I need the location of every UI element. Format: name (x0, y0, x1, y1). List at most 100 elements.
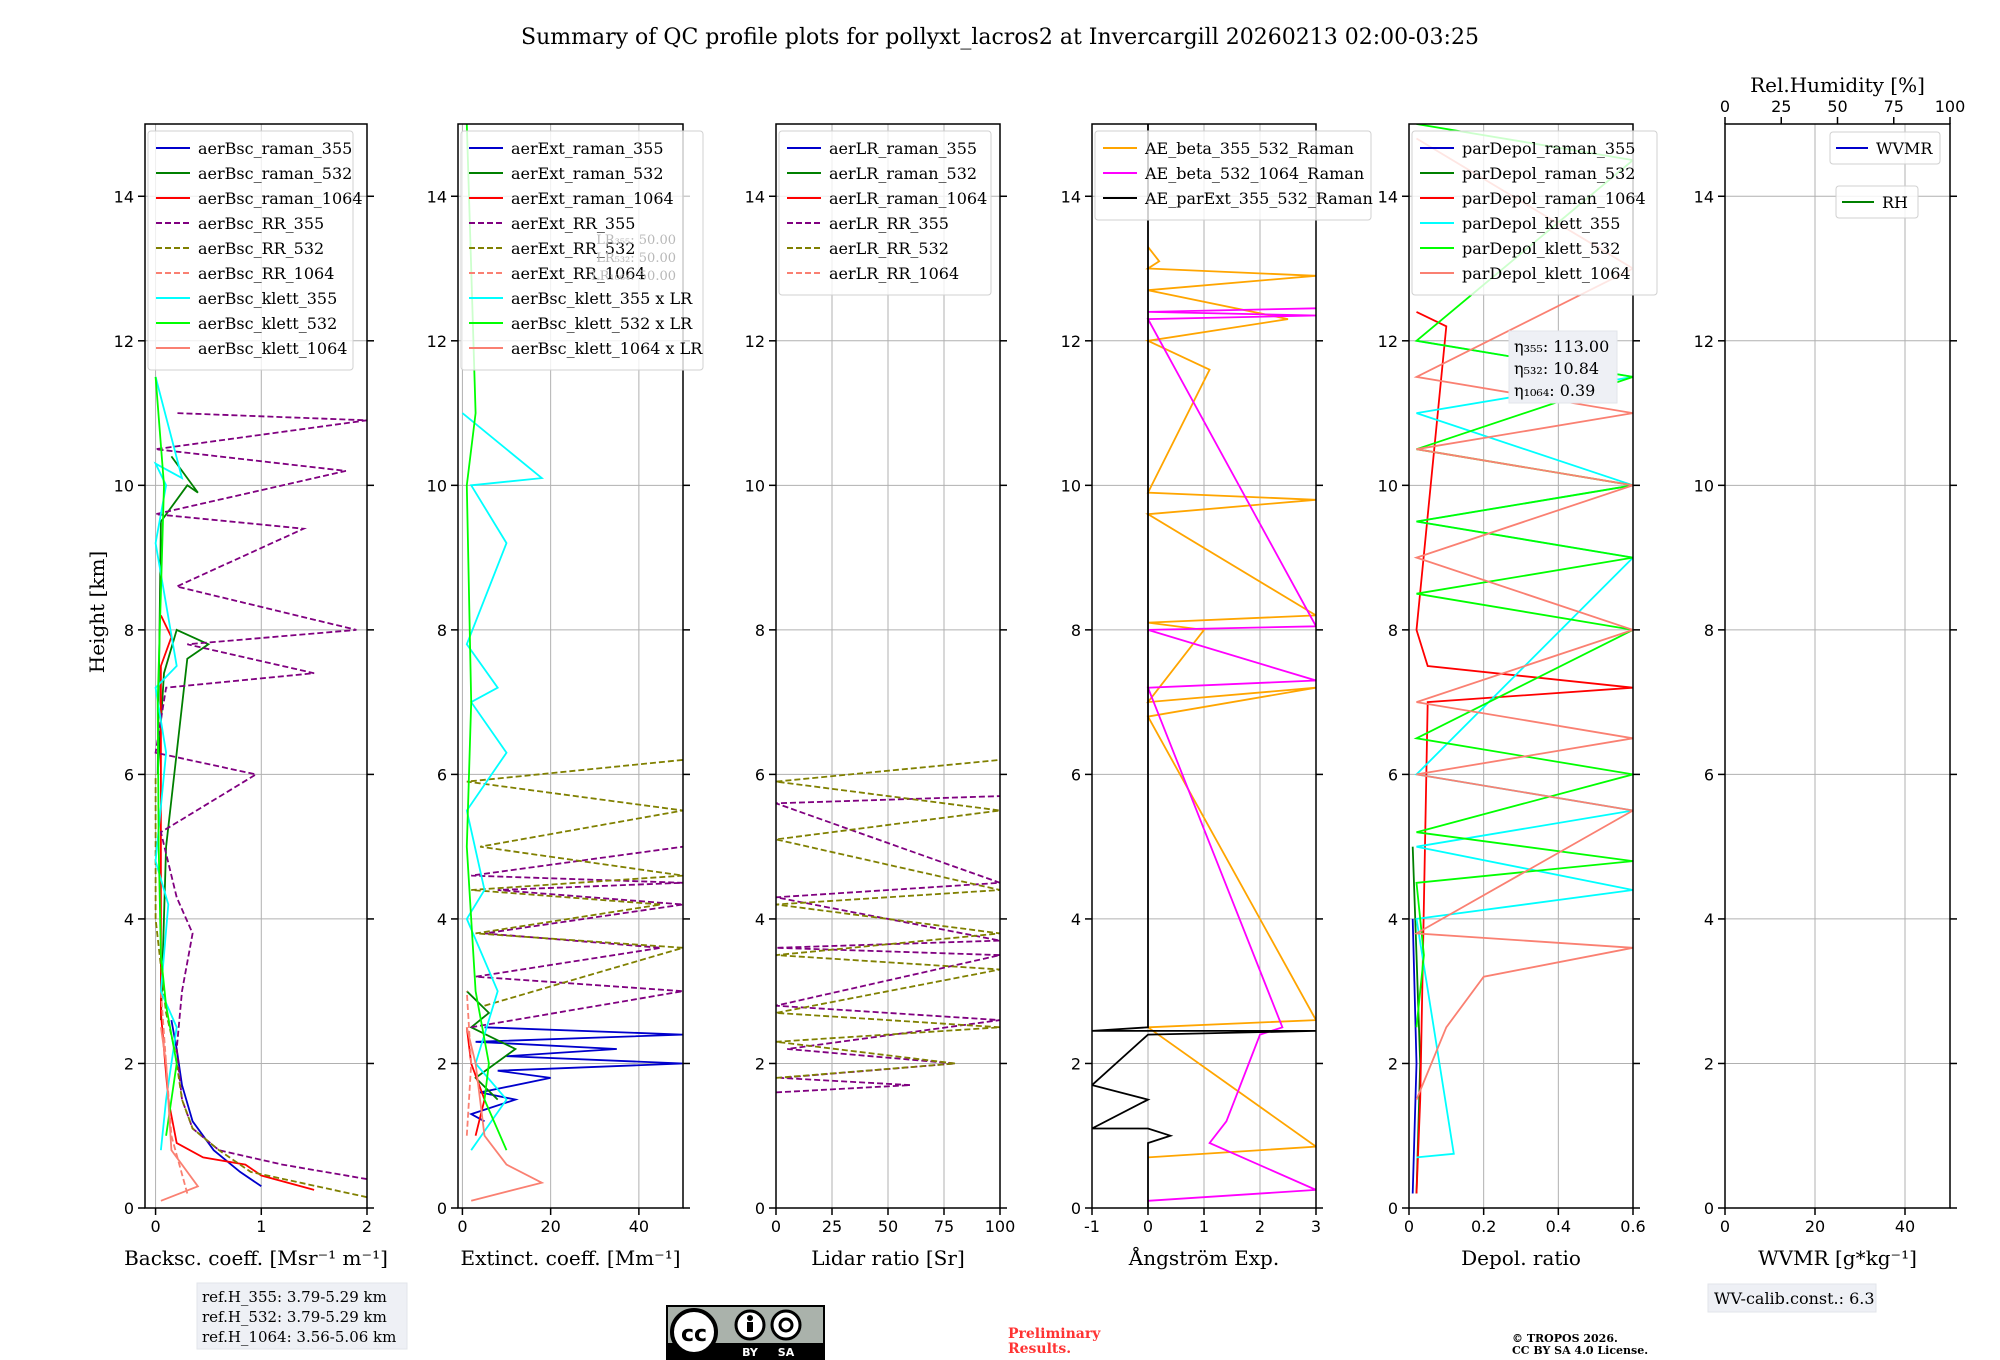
series-line-aerBsc_raman_355 (170, 1019, 262, 1188)
x-tick-label: 0 (1404, 1217, 1414, 1236)
x-tick-label: 0 (1143, 1217, 1153, 1236)
series-line-aerBsc_klett_355 (153, 376, 184, 1151)
figure-title: Summary of QC profile plots for pollyxt_… (521, 25, 1479, 50)
series-line-AE_parExt_355_532_Raman (1092, 124, 1316, 1208)
y-tick-label: 10 (1061, 476, 1081, 495)
y-tick-label: 12 (1061, 332, 1081, 351)
series-line-AE_beta_532_1064_Raman (1146, 307, 1316, 1202)
legend-label: aerLR_raman_1064 (829, 189, 987, 208)
legend-label: aerBsc_RR_355 (198, 214, 324, 233)
y-tick-label: 10 (427, 476, 447, 495)
copyright-line2: CC BY SA 4.0 License. (1512, 1344, 1648, 1357)
x-tick-label: 0 (771, 1217, 781, 1236)
series-line-aerBsc_klett_355 x LR (461, 412, 545, 1151)
series-line-aerBsc_klett_1064 x LR (465, 1027, 545, 1202)
panel-lr: 0 25 50 75 100 0 2 4 6 8 10 12 14 Lidar ratio [Sr] aer… (745, 123, 1015, 1270)
series-line-aerBsc_raman_532 (156, 455, 211, 1021)
legend-label: parDepol_klett_355 (1462, 214, 1620, 233)
series-line-parDepol_raman_1064 (1415, 311, 1633, 1194)
y-tick-label: 12 (1378, 332, 1398, 351)
legend-frame (1829, 131, 1941, 165)
legend-label: aerExt_RR_355 (511, 214, 635, 233)
eta-note: η₃₅₅: 113.00 (1514, 337, 1609, 356)
y-tick-label: 2 (755, 1054, 765, 1073)
legend-label: aerLR_RR_355 (829, 214, 949, 233)
legend-label: aerBsc_klett_1064 x LR (511, 339, 703, 358)
panel-frame (775, 123, 1001, 1209)
eta-box (1508, 330, 1618, 404)
series-line-aerBsc_klett_532 x LR (465, 124, 508, 1151)
top-x-tick-label: 0 (1720, 97, 1730, 116)
legend-label: parDepol_raman_355 (1462, 139, 1635, 158)
panel-frame (144, 123, 368, 1209)
series-group (153, 376, 367, 1202)
lr-note: LR₁₀₆₄: 50.00 (591, 269, 676, 284)
panel-frame (1091, 123, 1317, 1209)
y-tick-label: 0 (1388, 1199, 1398, 1218)
preliminary-line1: Preliminary (1008, 1326, 1101, 1342)
y-tick-label: 6 (437, 765, 447, 784)
legend-label: aerLR_raman_355 (829, 139, 977, 158)
panel-depol: 0 0.2 0.4 0.6 0 2 4 6 8 10 12 14 Depol. ratio parDepo… (1378, 123, 1658, 1270)
legend: aerExt_raman_355 aerExt_raman_532 aerExt_r… (460, 130, 704, 371)
x-tick-label: 0 (150, 1217, 160, 1236)
preliminary-line2: Results. (1008, 1341, 1071, 1357)
legend-label: aerExt_raman_355 (511, 139, 664, 158)
series-line-aerBsc_klett_532 (154, 376, 178, 1136)
legend-label: aerLR_raman_532 (829, 164, 977, 183)
y-tick-label: 12 (114, 332, 134, 351)
y-tick-label: 8 (437, 621, 447, 640)
x-tick-label: 0 (457, 1217, 467, 1236)
series-line-aerBsc_RR_1064 (160, 991, 189, 1194)
top-x-tick-label: 100 (1935, 97, 1966, 116)
legend-label: aerBsc_klett_1064 (198, 339, 347, 358)
copyright-line1: © TROPOS 2026. (1512, 1332, 1618, 1345)
legend-label: aerBsc_klett_532 x LR (511, 314, 693, 333)
y-tick-label: 14 (745, 187, 765, 206)
legend: aerLR_raman_355 aerLR_raman_532 aerLR_rama… (778, 130, 992, 296)
y-tick-label: 4 (1704, 910, 1714, 929)
series-line-aerLR_RR_532 (776, 759, 1000, 1079)
sa-share-arrow (778, 1317, 794, 1333)
lr-note: LR₃₅₅: 50.00 (596, 233, 676, 248)
x-tick-label: 40 (629, 1217, 649, 1236)
panel-frame (1408, 123, 1634, 1209)
legend-frame (1094, 130, 1372, 221)
y-tick-label: 2 (124, 1054, 134, 1073)
x-tick-label: 3 (1311, 1217, 1321, 1236)
panel-frame (1724, 123, 1951, 1209)
by-person-head (747, 1315, 753, 1321)
y-tick-label: 10 (745, 476, 765, 495)
series-line-aerBsc_raman_1064 (159, 615, 315, 1191)
y-tick-label: 4 (437, 910, 447, 929)
x-tick-label: 2 (362, 1217, 372, 1236)
legend-label: RH (1882, 193, 1908, 212)
top-x-tick-label: 50 (1827, 97, 1847, 116)
y-tick-label: 2 (1388, 1054, 1398, 1073)
series-line-parDepol_raman_355 (1411, 918, 1418, 1194)
y-tick-label: 4 (1388, 910, 1398, 929)
y-tick-label: 8 (1071, 621, 1081, 640)
x-axis-label: WVMR [g*kg⁻¹] (1758, 1246, 1917, 1270)
ref-height-box-bg (196, 1282, 408, 1350)
y-tick-label: 12 (745, 332, 765, 351)
legend-label: aerLR_RR_1064 (829, 264, 959, 283)
y-tick-label: 8 (124, 621, 134, 640)
series-line-aerExt_RR_355 (471, 845, 683, 1029)
y-tick-label: 8 (1704, 621, 1714, 640)
top-x-tick-label: 75 (1884, 97, 1904, 116)
series-line-aerBsc_RR_355 (154, 412, 367, 1180)
series-line-AE_beta_355_532_Raman (1144, 246, 1316, 1159)
x-tick-label: 0.4 (1546, 1217, 1571, 1236)
legend-label: AE_parExt_355_532_Raman (1144, 189, 1373, 208)
legend-frame (778, 130, 992, 296)
ref-height-532: ref.H_532: 3.79-5.29 km (202, 1308, 387, 1326)
x-axis-label: Extinct. coeff. [Mm⁻¹] (460, 1246, 680, 1270)
panel-wv: 0 20 40 0 2 4 6 8 10 12 14 WVMR [g*kg⁻¹] 0 25 50 75 100 R… (1694, 73, 1966, 1270)
y-tick-label: 12 (427, 332, 447, 351)
series-group (461, 124, 683, 1202)
y-tick-label: 6 (1704, 765, 1714, 784)
x-tick-label: 1 (256, 1217, 266, 1236)
